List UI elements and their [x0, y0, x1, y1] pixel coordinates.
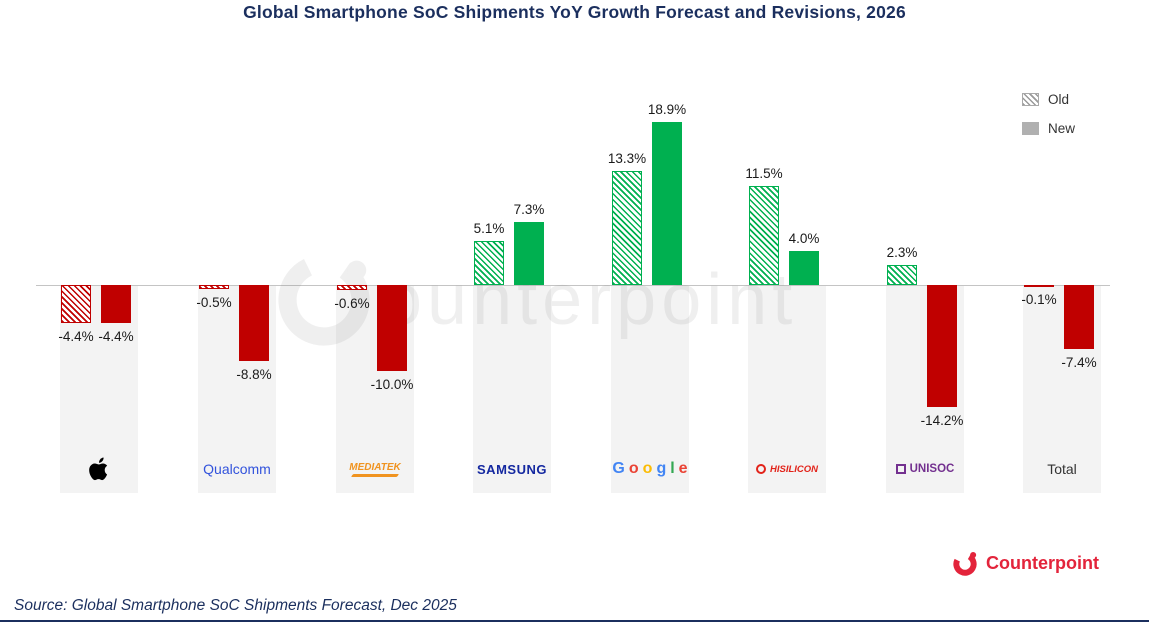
counterpoint-brand: Counterpoint [952, 550, 1099, 576]
logo-total: Total [1023, 450, 1101, 488]
bar-old-total [1024, 285, 1054, 287]
value-label-new-mediatek: -10.0% [370, 377, 414, 392]
bar-new-apple [101, 285, 131, 323]
logo-letter: g [656, 460, 667, 477]
legend-item-old: Old [1022, 92, 1075, 107]
bar-old-samsung [474, 241, 504, 285]
unisoc-glyph-icon [895, 464, 906, 474]
legend-label-old: Old [1048, 92, 1070, 107]
bar-old-unisoc [887, 265, 917, 285]
counterpoint-brand-name: Counterpoint [986, 552, 1099, 573]
value-label-new-google: 18.9% [647, 102, 687, 118]
value-label-old-hisilicon: 11.5% [745, 166, 783, 182]
mediatek-swoosh-icon [350, 473, 400, 477]
logo-text-qualcomm: Qualcomm [203, 461, 271, 477]
bar-new-google [652, 122, 682, 285]
value-label-old-total: -0.1% [1021, 292, 1057, 308]
legend-item-new: New [1022, 121, 1075, 136]
value-label-old-apple: -4.4% [58, 328, 94, 344]
counterpoint-logo-icon [953, 551, 977, 576]
value-label-new-qualcomm: -8.8% [236, 366, 272, 382]
value-label-old-samsung: 5.1% [473, 221, 505, 237]
value-label-new-hisilicon: 4.0% [788, 230, 820, 246]
value-label-new-apple: -4.4% [98, 328, 134, 344]
logo-letter: G [612, 460, 625, 477]
logo-text-total: Total [1047, 461, 1077, 477]
value-label-old-qualcomm: -0.5% [196, 295, 232, 311]
logo-letter: o [628, 460, 639, 477]
value-label-new-samsung: 7.3% [513, 202, 545, 218]
logo-qualcomm: Qualcomm [198, 450, 276, 488]
bar-new-hisilicon [789, 250, 819, 285]
logo-letter: l [670, 460, 675, 477]
zero-axis-line [36, 285, 1110, 286]
bar-new-unisoc [927, 285, 957, 408]
bar-old-hisilicon [749, 186, 779, 285]
bar-old-qualcomm [199, 285, 229, 290]
logo-mediatek: MEDIATEK [336, 450, 414, 488]
value-label-new-unisoc: -14.2% [920, 413, 964, 429]
logo-text-mediatek: MEDIATEK [349, 461, 401, 473]
category-band-google [611, 285, 689, 493]
legend-swatch-old [1022, 93, 1039, 106]
logo-text-samsung: SAMSUNG [477, 461, 547, 477]
legend-label-new: New [1048, 121, 1076, 136]
logo-letter: e [678, 460, 688, 477]
apple-logo-icon [89, 457, 108, 481]
bar-old-mediatek [337, 285, 367, 291]
bar-new-samsung [514, 222, 544, 285]
bar-old-google [612, 170, 642, 285]
chart-title: Global Smartphone SoC Shipments YoY Grow… [243, 2, 906, 22]
logo-letter: o [642, 460, 653, 477]
logo-mediatek-wordmark: MEDIATEK [349, 461, 401, 477]
logo-text-hisilicon: HISILICON [769, 463, 819, 475]
logo-samsung: SAMSUNG [473, 450, 551, 488]
bottom-rule [0, 620, 1149, 622]
bar-old-apple [61, 285, 91, 323]
legend-swatch-new [1022, 122, 1039, 135]
logo-apple [60, 450, 138, 488]
legend: Old New [1022, 92, 1075, 136]
source-note: Source: Global Smartphone SoC Shipments … [14, 597, 457, 614]
value-label-old-mediatek: -0.6% [334, 296, 370, 312]
category-band-hisilicon [748, 285, 826, 493]
bar-new-total [1064, 285, 1094, 349]
value-label-new-total: -7.4% [1061, 354, 1097, 370]
bar-new-qualcomm [239, 285, 269, 361]
logo-text-unisoc: UNISOC [909, 463, 955, 475]
hisilicon-glyph-icon [755, 464, 766, 474]
value-label-old-unisoc: 2.3% [886, 245, 918, 261]
category-band-samsung [473, 285, 551, 493]
logo-unisoc: UNISOC [886, 450, 964, 488]
bar-new-mediatek [377, 285, 407, 371]
value-label-old-google: 13.3% [607, 150, 647, 166]
logo-hisilicon: HISILICON [748, 450, 826, 488]
